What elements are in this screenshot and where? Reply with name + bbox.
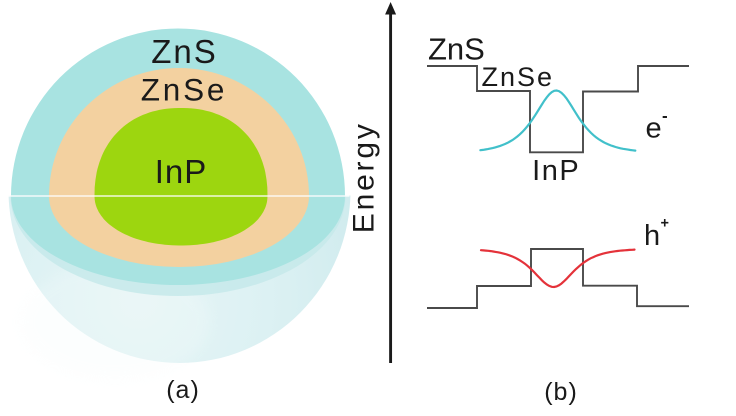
svg-text:-: - bbox=[662, 107, 668, 126]
svg-text:ZnS: ZnS bbox=[428, 32, 485, 67]
svg-text:Energy: Energy bbox=[348, 121, 381, 233]
svg-text:h: h bbox=[644, 220, 660, 252]
svg-text:(a): (a) bbox=[166, 376, 200, 404]
svg-text:e: e bbox=[646, 113, 662, 145]
svg-text:InP: InP bbox=[532, 155, 580, 187]
svg-text:+: + bbox=[661, 216, 669, 232]
svg-text:(b): (b) bbox=[544, 378, 578, 406]
svg-text:ZnSe: ZnSe bbox=[141, 72, 228, 108]
svg-text:ZnS: ZnS bbox=[151, 33, 218, 70]
svg-text:InP: InP bbox=[155, 153, 208, 190]
svg-text:ZnSe: ZnSe bbox=[482, 62, 555, 92]
